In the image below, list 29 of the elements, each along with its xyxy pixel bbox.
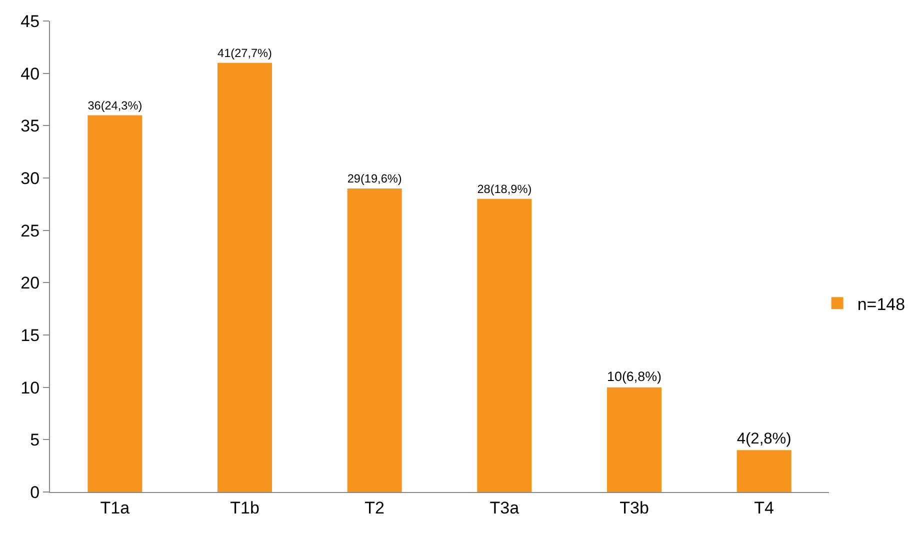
x-tick-label: T4	[754, 498, 774, 518]
bar	[606, 387, 662, 492]
x-tick-label: T2	[364, 498, 384, 518]
y-tick-label: 40	[20, 64, 40, 84]
y-tick-label: 0	[30, 482, 40, 502]
bar	[347, 188, 402, 492]
x-tick-label: T3b	[620, 498, 649, 518]
y-tick-label: 45	[20, 12, 40, 31]
bar	[88, 115, 142, 492]
y-tick-label: 10	[20, 378, 40, 398]
data-label: 28(18,9%)	[477, 182, 532, 196]
data-label: 29(19,6%)	[347, 172, 402, 186]
bar	[477, 198, 532, 492]
data-label: 4(2,8%)	[736, 430, 792, 448]
legend-label: n=148	[857, 294, 906, 314]
bar	[217, 62, 272, 492]
data-label: 36(24,3%)	[88, 98, 142, 112]
y-tick-label: 5	[30, 430, 40, 450]
x-tick-label: T1a	[100, 498, 130, 518]
data-label: 41(27,7%)	[218, 46, 272, 60]
y-tick-label: 20	[20, 274, 40, 293]
y-tick-label: 35	[20, 116, 40, 136]
y-tick-label: 30	[20, 168, 40, 188]
x-tick-label: T1b	[230, 498, 260, 518]
y-tick-label: 25	[20, 221, 40, 240]
x-tick-label: T3a	[490, 498, 520, 518]
y-tick-label: 15	[20, 326, 40, 345]
data-label: 10(6,8%)	[607, 369, 662, 384]
bar	[736, 450, 792, 492]
